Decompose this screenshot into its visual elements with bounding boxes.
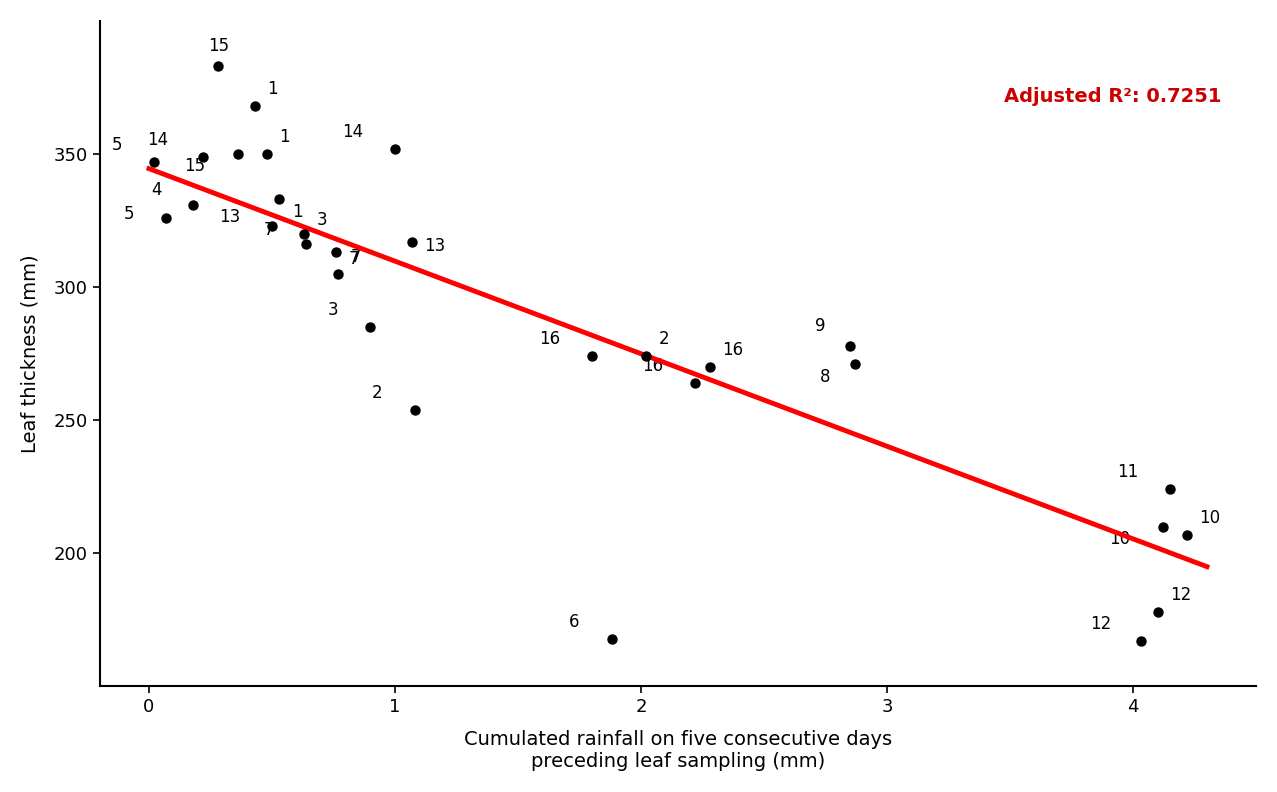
Point (360, 321, 381, 333)
Text: 16: 16 (723, 341, 743, 359)
Text: 5: 5 (124, 205, 134, 223)
Text: 9: 9 (815, 317, 826, 335)
Text: 16: 16 (642, 357, 663, 375)
Point (208, 59, 229, 72)
Text: 5: 5 (111, 136, 121, 154)
Point (269, 193, 290, 206)
Text: 6: 6 (570, 612, 580, 630)
Point (193, 150, 213, 163)
Text: 7: 7 (264, 221, 275, 239)
X-axis label: Cumulated rainfall on five consecutive days
preceding leaf sampling (mm): Cumulated rainfall on five consecutive d… (464, 730, 893, 771)
Point (245, 100, 266, 112)
Point (384, 143, 405, 155)
Point (405, 403, 425, 416)
Point (328, 268, 349, 280)
Point (845, 358, 866, 371)
Point (636, 350, 656, 363)
Point (700, 360, 720, 373)
Text: 8: 8 (820, 367, 830, 386)
Text: 4: 4 (151, 181, 161, 200)
Text: 16: 16 (539, 330, 559, 348)
Text: 1: 1 (291, 203, 303, 220)
Point (294, 227, 314, 240)
Text: Adjusted R²: 0.7251: Adjusted R²: 0.7251 (1004, 87, 1222, 106)
Text: 10: 10 (1110, 530, 1130, 548)
Point (156, 211, 176, 224)
Text: 12: 12 (1089, 615, 1111, 634)
Text: 2: 2 (372, 383, 383, 402)
Text: 12: 12 (1170, 586, 1191, 604)
Point (840, 339, 861, 352)
Text: 1: 1 (280, 128, 290, 146)
Point (296, 238, 317, 251)
Text: 3: 3 (328, 301, 338, 319)
Text: 13: 13 (424, 237, 446, 255)
Point (144, 155, 165, 168)
Text: 13: 13 (218, 208, 240, 226)
Text: 15: 15 (208, 37, 229, 55)
Point (1148, 606, 1168, 619)
Text: 3: 3 (317, 211, 327, 229)
Text: 14: 14 (342, 123, 363, 141)
Text: 7: 7 (349, 250, 359, 268)
Text: 14: 14 (148, 131, 169, 149)
Point (581, 350, 601, 363)
Text: 11: 11 (1117, 463, 1138, 482)
Point (326, 246, 346, 259)
Point (257, 147, 277, 160)
Text: 2: 2 (658, 330, 669, 348)
Y-axis label: Leaf thickness (mm): Leaf thickness (mm) (20, 254, 40, 453)
Text: 7: 7 (351, 248, 361, 266)
Point (1177, 528, 1198, 541)
Point (402, 235, 423, 248)
Point (684, 377, 705, 390)
Point (1130, 635, 1151, 648)
Text: 1: 1 (267, 80, 277, 98)
Text: 10: 10 (1199, 508, 1221, 527)
Text: 15: 15 (184, 158, 206, 175)
Point (227, 147, 248, 160)
Point (1160, 483, 1180, 496)
Point (183, 198, 203, 211)
Point (601, 632, 622, 645)
Point (1152, 520, 1172, 533)
Point (262, 219, 282, 232)
